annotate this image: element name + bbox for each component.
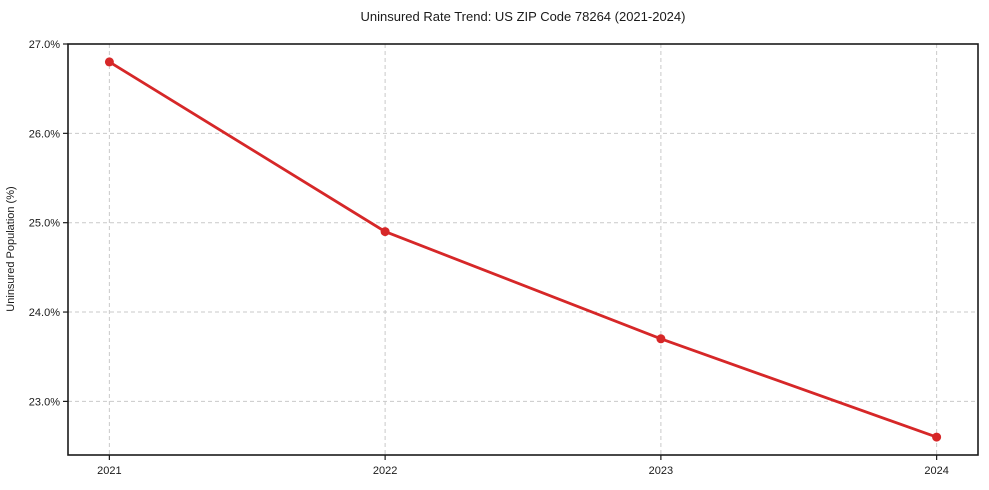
y-tick-label: 25.0% <box>29 218 60 230</box>
data-line <box>108 60 938 439</box>
x-tick-label: 2021 <box>97 465 121 477</box>
x-tick-label: 2022 <box>373 465 397 477</box>
data-point <box>656 334 666 344</box>
data-point <box>380 227 390 237</box>
y-tick-label: 23.0% <box>29 396 60 408</box>
chart-title: Uninsured Rate Trend: US ZIP Code 78264 … <box>360 9 686 24</box>
x-tick-label: 2024 <box>924 465 948 477</box>
data-point <box>932 432 942 442</box>
data-point <box>104 57 114 67</box>
y-tick-label: 24.0% <box>29 307 60 319</box>
y-tick-label: 26.0% <box>29 128 60 140</box>
x-tick-label: 2023 <box>649 465 673 477</box>
plot-border <box>67 43 979 456</box>
y-tick-label: 27.0% <box>29 39 60 51</box>
